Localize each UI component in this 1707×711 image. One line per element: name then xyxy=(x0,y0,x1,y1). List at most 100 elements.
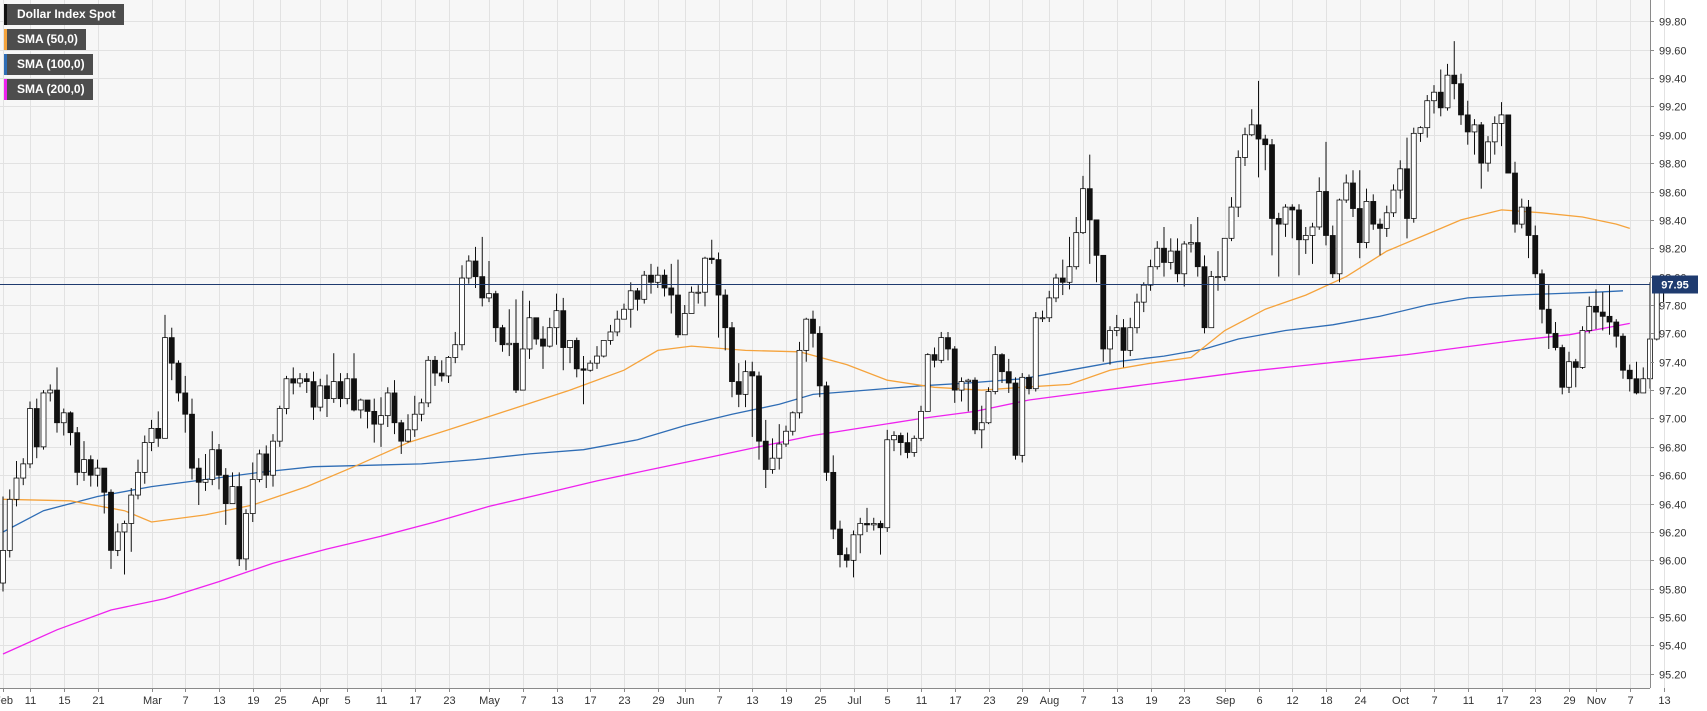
candle-body-down xyxy=(499,327,506,346)
sma-50-line xyxy=(2,209,1630,523)
x-tick-label: 19 xyxy=(780,695,792,707)
candle xyxy=(425,356,432,408)
candle-body-down xyxy=(1161,247,1167,263)
candle-body-up xyxy=(13,477,20,500)
candle xyxy=(607,324,614,345)
legend-swatch-sma-100 xyxy=(4,54,7,75)
candle-body-up xyxy=(1390,189,1397,214)
candle xyxy=(6,489,13,558)
candle-body-up xyxy=(162,337,168,439)
candle xyxy=(708,239,715,264)
candle-body-down xyxy=(904,442,911,453)
candle xyxy=(54,367,60,433)
candle-body-up xyxy=(769,457,776,470)
candle xyxy=(945,331,951,361)
candle xyxy=(1093,219,1100,283)
candle-body-down xyxy=(972,379,978,431)
candle-body-up xyxy=(1586,306,1593,331)
candle-body-up xyxy=(40,392,47,448)
legend-label-sma-100: SMA (100,0) xyxy=(17,57,85,71)
candle-body-up xyxy=(688,291,695,314)
candle xyxy=(303,373,310,393)
candle-body-down xyxy=(843,554,850,561)
candle xyxy=(1073,217,1080,270)
x-tick-label: 12 xyxy=(1286,695,1298,707)
candle xyxy=(175,360,182,402)
candle-body-up xyxy=(519,348,526,391)
legend-item-sma-50[interactable]: SMA (50,0) xyxy=(4,29,86,50)
candle xyxy=(452,331,459,364)
last-price-tag-bg xyxy=(1652,275,1698,294)
candle-body-down xyxy=(1464,114,1471,133)
candle-body-down xyxy=(67,412,74,434)
candle xyxy=(290,367,297,395)
y-tick-label: 98.80 xyxy=(1659,159,1687,171)
candle-body-down xyxy=(708,257,715,260)
candle xyxy=(60,408,67,436)
y-tick-label: 99.00 xyxy=(1659,131,1687,143)
candle xyxy=(573,337,580,378)
candle-body-down xyxy=(1532,235,1539,275)
candle xyxy=(1255,80,1262,178)
x-tick-label: 17 xyxy=(584,695,596,707)
candle-body-up xyxy=(1410,132,1417,219)
candle-body-up xyxy=(384,392,391,417)
candle-body-up xyxy=(283,378,290,409)
y-tick-label: 99.20 xyxy=(1659,102,1687,114)
candle xyxy=(94,459,101,487)
legend-item-sma-200[interactable]: SMA (200,0) xyxy=(4,79,93,100)
y-tick-label: 99.80 xyxy=(1659,17,1687,29)
candle xyxy=(594,346,600,369)
candle-body-down xyxy=(729,327,735,382)
candle xyxy=(1518,198,1525,229)
candle xyxy=(675,259,681,338)
candle xyxy=(459,265,465,351)
y-tick-label: 99.60 xyxy=(1659,46,1687,58)
candle xyxy=(1478,121,1485,189)
candle-body-down xyxy=(1086,188,1093,221)
legend-item-sma-100[interactable]: SMA (100,0) xyxy=(4,54,93,75)
candle xyxy=(506,309,513,357)
candle-body-down xyxy=(1350,182,1356,209)
candle xyxy=(1039,310,1046,323)
x-tick-label: 6 xyxy=(1256,695,1262,707)
y-tick-label: 97.20 xyxy=(1659,386,1687,398)
candle xyxy=(357,398,364,419)
x-tick-label: 13 xyxy=(213,695,225,707)
candle-body-down xyxy=(189,413,195,469)
candle xyxy=(74,426,81,486)
candle-body-down xyxy=(168,337,175,364)
candle-body-up xyxy=(1073,232,1080,268)
legend-swatch-sma-200 xyxy=(4,79,7,100)
candle-body-down xyxy=(675,294,681,336)
candle xyxy=(398,419,405,454)
candle xyxy=(1397,160,1404,199)
legend-item-price[interactable]: Dollar Index Spot xyxy=(4,4,124,25)
candle xyxy=(1086,154,1093,264)
candle xyxy=(486,261,492,303)
candle-body-down xyxy=(1100,254,1107,350)
candle xyxy=(1437,69,1444,117)
candle xyxy=(614,310,621,337)
candle xyxy=(1113,314,1120,337)
candle-body-down xyxy=(1059,277,1066,283)
candle-body-down xyxy=(756,375,762,442)
candle xyxy=(317,378,324,412)
candle-body-down xyxy=(492,293,499,329)
candle-body-down xyxy=(303,378,310,382)
candle xyxy=(1620,333,1626,379)
candle xyxy=(135,459,141,500)
candle xyxy=(1147,259,1154,291)
candle-body-down xyxy=(290,378,297,384)
candle-body-down xyxy=(1026,376,1032,390)
candle-body-up xyxy=(600,340,607,357)
x-tick-label: Jul xyxy=(847,695,861,707)
candle-body-up xyxy=(486,293,492,299)
candle xyxy=(1228,197,1235,242)
candle-body-up xyxy=(978,422,985,431)
candle xyxy=(729,322,735,398)
candle-body-down xyxy=(749,371,756,377)
candle xyxy=(546,317,553,348)
candle xyxy=(803,317,810,362)
